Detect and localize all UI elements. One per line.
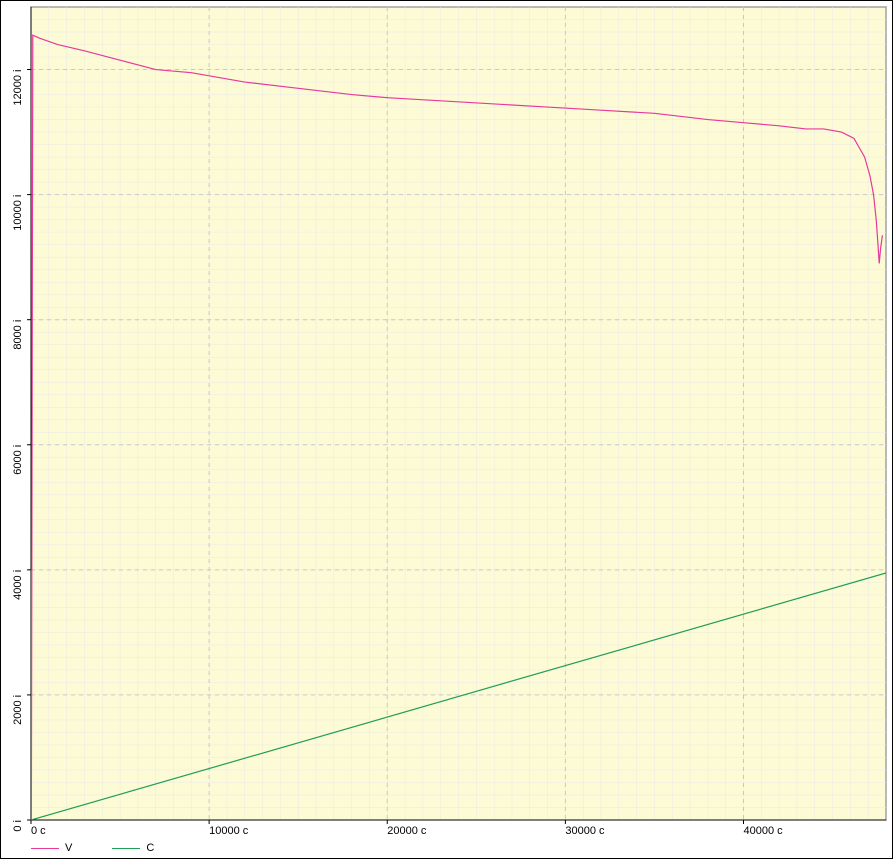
legend-label: C: [146, 842, 154, 854]
x-tick-label: 30000 c: [565, 825, 605, 837]
x-tick-label: 20000 c: [387, 825, 427, 837]
y-tick-label: 6000 i: [12, 445, 24, 475]
y-tick-label: 12000 i: [12, 70, 24, 106]
y-tick-label: 8000 i: [12, 320, 24, 350]
y-tick-label: 2000 i: [12, 695, 24, 725]
y-tick-label: 10000 i: [12, 195, 24, 231]
y-tick-label: 0 i: [12, 820, 24, 832]
chart-frame: 0 c 10000 c 20000 c 30000 c 40000 c 0 i 2000 i…: [0, 0, 893, 859]
legend-swatch: [31, 848, 59, 849]
line-chart: 0 c 10000 c 20000 c 30000 c 40000 c 0 i 2000 i…: [1, 1, 892, 858]
x-tick-label: 40000 c: [744, 825, 784, 837]
legend-item-V: V: [31, 842, 72, 854]
legend-label: V: [65, 842, 72, 854]
legend-item-C: C: [112, 842, 154, 854]
x-tick-label: 10000 c: [209, 825, 249, 837]
legend: VC: [1, 842, 892, 854]
x-tick-label: 0 c: [31, 825, 46, 837]
legend-swatch: [112, 848, 140, 849]
y-tick-label: 4000 i: [12, 570, 24, 600]
